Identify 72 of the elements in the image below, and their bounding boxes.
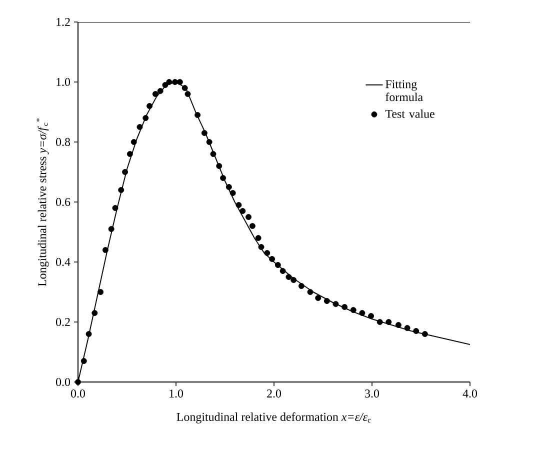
y-tick-label: 0.0 [56, 378, 70, 386]
point [216, 163, 222, 169]
x-axis-title: Longitudinal relative deformation x=ε/ε$_{c}$ [176, 412, 371, 424]
point [286, 274, 292, 280]
point [368, 313, 374, 319]
point [166, 79, 172, 85]
point [258, 244, 264, 250]
point [350, 307, 356, 313]
y-tick-label: 0.4 [56, 258, 70, 266]
point [376, 319, 383, 325]
y-tick-label: 1.0 [56, 78, 70, 86]
point [280, 268, 286, 274]
point [236, 202, 242, 208]
point [269, 256, 276, 262]
point [342, 304, 348, 310]
x-tick-label: 3.0 [365, 390, 380, 398]
point [162, 82, 168, 88]
point [230, 190, 236, 196]
point [359, 310, 366, 316]
point [108, 226, 114, 232]
point [240, 208, 246, 214]
point [332, 301, 339, 307]
point [152, 91, 158, 97]
point [122, 169, 128, 175]
point [182, 85, 188, 91]
point [130, 139, 137, 145]
point [386, 319, 392, 325]
point [255, 235, 262, 241]
point [307, 289, 314, 295]
point [112, 205, 118, 211]
point [184, 91, 191, 97]
point [220, 175, 226, 181]
point [206, 139, 212, 145]
point [249, 223, 256, 229]
point [395, 322, 402, 328]
point [86, 331, 92, 337]
y-tick-label: 0.2 [56, 318, 70, 326]
point [126, 151, 133, 157]
point [246, 214, 252, 220]
point [298, 283, 304, 289]
point [157, 88, 164, 94]
point [210, 151, 216, 157]
point [315, 295, 322, 301]
x-tick-label: 2.0 [267, 390, 282, 398]
y-tick-label: 0.6 [56, 198, 70, 206]
point [142, 115, 149, 121]
x-tick-label: 1.0 [170, 390, 184, 398]
point [75, 379, 81, 385]
point [176, 79, 183, 85]
point [290, 277, 297, 283]
x-tick-label: 4.0 [462, 390, 478, 398]
point [264, 250, 270, 256]
legend-label: Fitting formula [386, 80, 423, 102]
point [80, 358, 87, 364]
y-tick-label: 1.2 [56, 18, 70, 26]
point [146, 103, 153, 109]
point [118, 187, 124, 193]
point [194, 112, 201, 118]
point [92, 310, 98, 316]
point [413, 328, 420, 334]
point [324, 298, 330, 304]
legend-label: Test value [385, 110, 434, 118]
point [404, 325, 410, 331]
x-tick-label: 0.0 [70, 390, 86, 398]
point [201, 130, 208, 136]
y-tick-label: 0.8 [56, 138, 70, 146]
point [102, 247, 108, 253]
point [226, 184, 232, 190]
point [98, 289, 104, 295]
point [422, 331, 428, 337]
point [136, 124, 143, 130]
point [274, 262, 281, 268]
